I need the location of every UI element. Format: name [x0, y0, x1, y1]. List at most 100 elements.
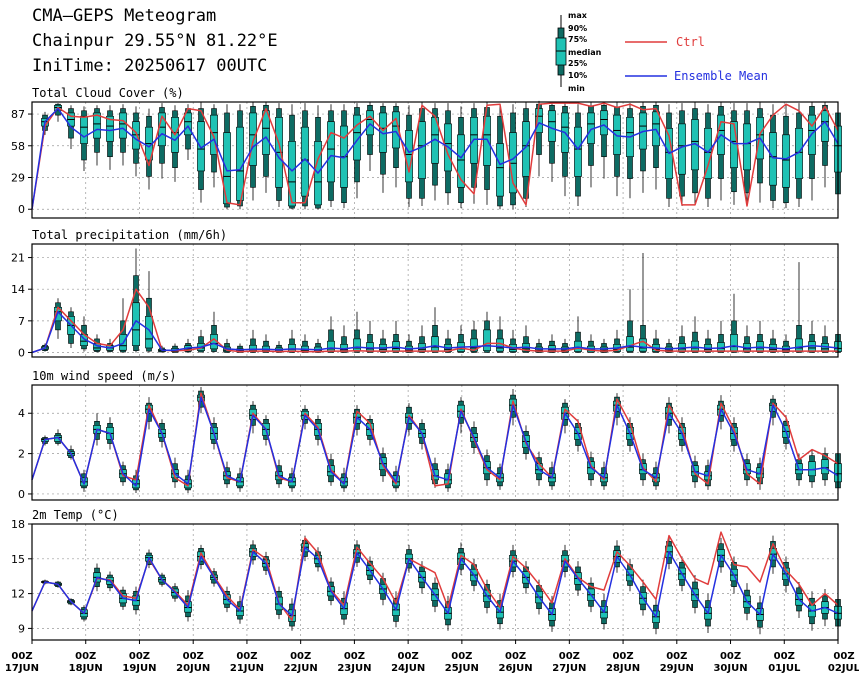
ensemble-box: [717, 102, 725, 201]
x-tick-date: 26JUN: [499, 663, 533, 674]
x-tick-hour: 00Z: [505, 651, 526, 662]
box-inner: [613, 114, 621, 155]
box-inner: [769, 132, 777, 186]
ensemble-box: [353, 103, 361, 199]
box-inner: [483, 329, 491, 351]
ensemble-box: [132, 248, 140, 353]
box-inner: [418, 121, 426, 179]
box-inner: [496, 143, 504, 197]
box-inner: [366, 110, 374, 136]
x-tick-hour: 00Z: [75, 651, 96, 662]
ensemble-box: [639, 253, 647, 353]
x-tick-hour: 00Z: [720, 651, 741, 662]
ensemble-box: [795, 103, 803, 208]
box-inner: [93, 112, 101, 139]
x-tick-date: 18JUN: [69, 663, 103, 674]
ensemble-box: [808, 102, 816, 201]
panel-title: 2m Temp (°C): [32, 508, 119, 522]
y-tick-label: 12: [11, 588, 25, 601]
legend-box-label: min: [568, 84, 585, 93]
y-tick-label: 9: [18, 622, 25, 635]
ensemble-box: [535, 100, 543, 177]
x-tick-date: 21JUN: [230, 663, 264, 674]
x-tick-date: 29JUN: [660, 663, 694, 674]
ensemble-box: [730, 103, 738, 205]
x-tick-hour: 00Z: [833, 651, 854, 662]
panel-frame: [31, 243, 839, 358]
box-inner: [106, 115, 114, 142]
ensemble-box: [561, 102, 569, 197]
ensemble-mean-line: [31, 396, 839, 487]
x-tick-hour: 00Z: [451, 651, 472, 662]
location-label: Chainpur 29.55°N 81.22°E: [32, 31, 278, 51]
ensemble-box: [626, 289, 634, 353]
box-inner: [626, 336, 634, 352]
x-tick-hour: 00Z: [666, 651, 687, 662]
x-tick-date: 30JUN: [713, 663, 747, 674]
ensemble-box: [197, 102, 205, 203]
box-inner: [457, 134, 465, 188]
box-inner: [327, 121, 335, 183]
panel-frame: [31, 384, 839, 501]
panel-frame: [31, 101, 839, 219]
ensemble-box: [392, 103, 400, 188]
ensemble-box: [223, 104, 231, 210]
y-tick-label: 18: [11, 518, 25, 531]
ensemble-box: [210, 311, 218, 353]
box-inner: [80, 115, 88, 144]
legend-box-label: 90%: [568, 24, 587, 33]
ensemble-box: [548, 102, 556, 182]
ensemble-box: [184, 104, 192, 160]
legend-box-label: median: [568, 48, 602, 57]
y-tick-label: 14: [11, 283, 25, 296]
box-inner: [392, 111, 400, 149]
ensemble-box: [613, 102, 621, 197]
ensemble-box: [158, 103, 166, 179]
x-tick-date: 23JUN: [337, 663, 371, 674]
box-inner: [639, 338, 647, 352]
box-inner: [743, 123, 751, 171]
panel-title: Total precipitation (mm/6h): [32, 228, 227, 242]
x-tick-hour: 00Z: [344, 651, 365, 662]
panel-frame: [31, 523, 839, 641]
x-tick-date: 27JUN: [552, 663, 586, 674]
box-inner: [288, 141, 296, 207]
ensemble-box: [522, 325, 530, 353]
ensemble-box: [821, 447, 829, 486]
box-inner: [327, 340, 335, 352]
box-inner: [574, 126, 582, 177]
ensemble-box: [444, 329, 452, 353]
x-tick-hour: 00Z: [290, 651, 311, 662]
box-inner: [795, 338, 803, 352]
ensemble-box: [366, 320, 374, 353]
ensemble-box: [782, 334, 790, 353]
box-inner: [119, 112, 127, 139]
ensemble-box: [665, 104, 673, 208]
ensemble-box: [405, 334, 413, 353]
panel-4: 2m Temp (°C) 9 12 15 18: [11, 508, 842, 641]
y-tick-label: 2: [18, 448, 25, 461]
x-tick-date: 17JUN: [5, 663, 39, 674]
x-tick-hour: 00Z: [398, 651, 419, 662]
x-tick-hour: 00Z: [612, 651, 633, 662]
box-inner: [132, 121, 140, 150]
x-tick-date: 01JUL: [768, 663, 801, 674]
y-tick-label: 15: [11, 553, 25, 566]
ensemble-box: [106, 105, 114, 170]
box-inner: [821, 110, 829, 142]
ensemble-box: [782, 104, 790, 209]
ensemble-box: [600, 102, 608, 179]
legend-box-label: 75%: [568, 35, 587, 44]
box-inner: [548, 110, 556, 142]
ensemble-box: [379, 103, 387, 193]
legend-box-label: max: [568, 11, 588, 20]
ensemble-box: [366, 102, 374, 171]
init-time-label: IniTime: 20250617 00UTC: [32, 56, 268, 76]
ensemble-box: [171, 105, 179, 182]
x-tick-date: 22JUN: [284, 663, 318, 674]
ensemble-box: [769, 329, 777, 353]
ensemble-box: [821, 102, 829, 188]
ensemble-box: [522, 102, 530, 208]
ensemble-box: [470, 103, 478, 204]
